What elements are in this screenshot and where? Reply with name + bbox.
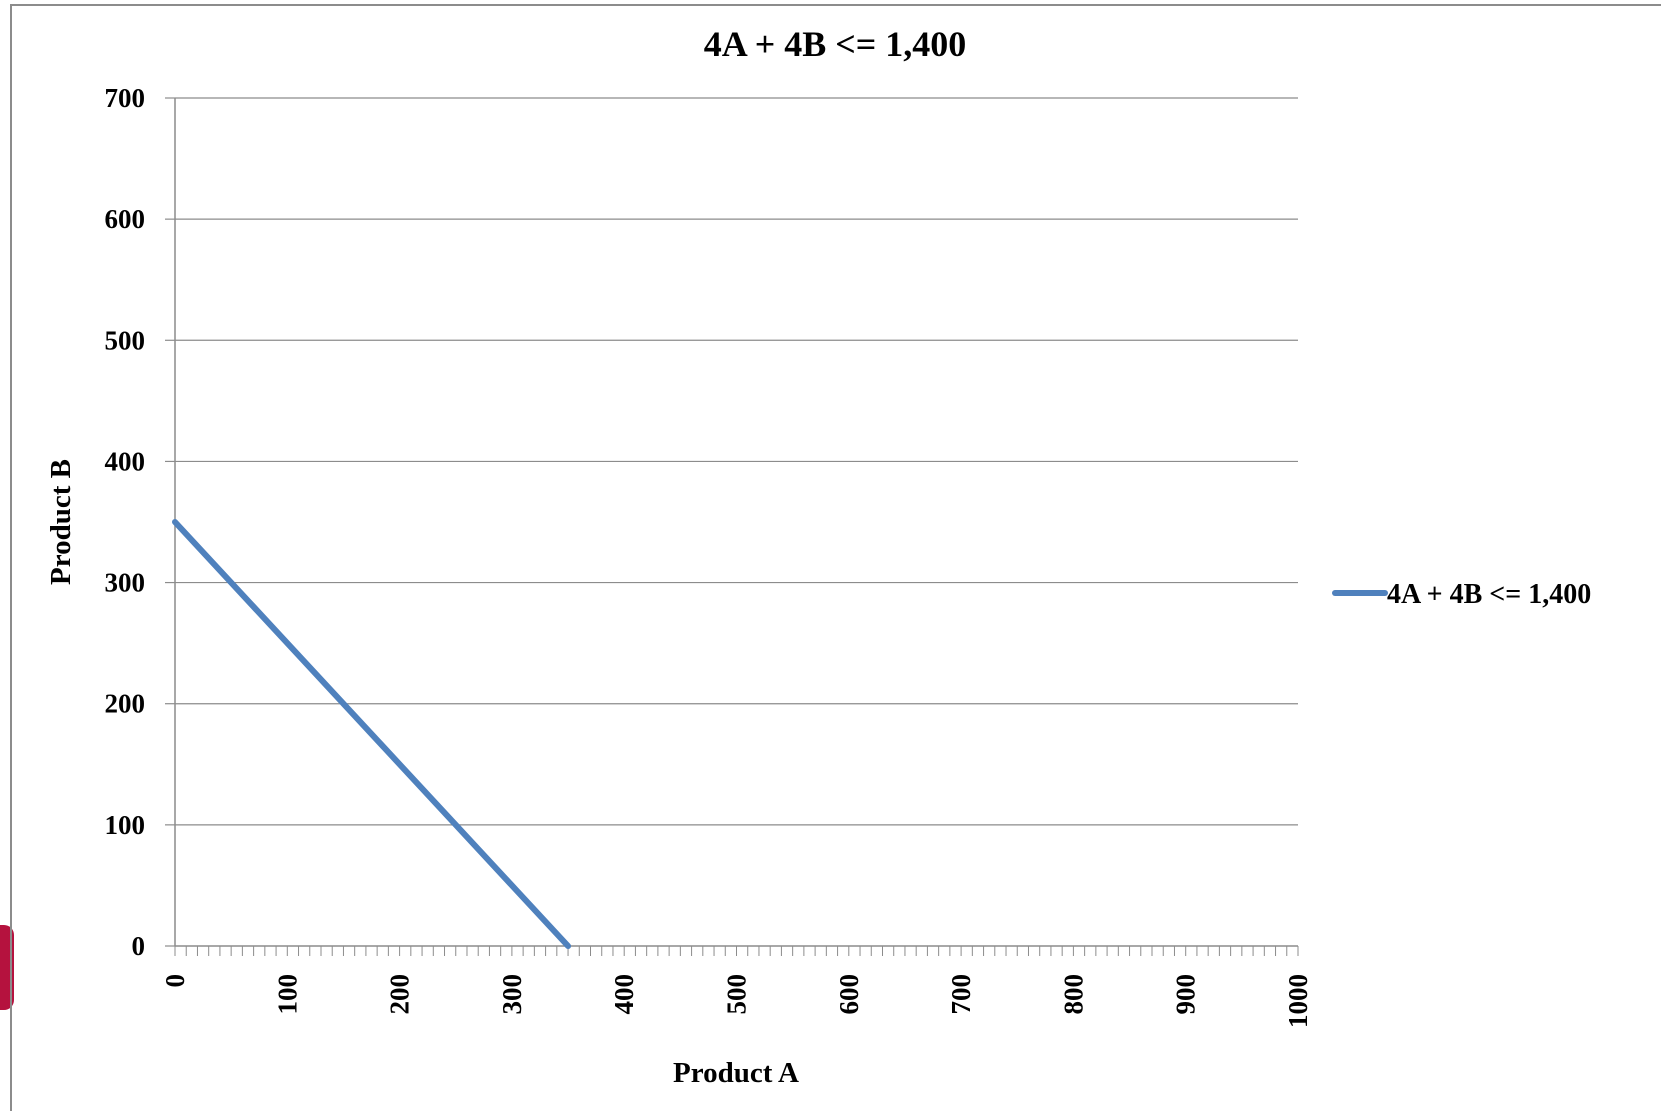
- series-layer: [172, 519, 572, 949]
- y-tick-label-400: 400: [105, 446, 146, 476]
- x-tick-label-700: 700: [946, 974, 976, 1015]
- x-tick-label-600: 600: [834, 974, 864, 1015]
- y-tick-label-300: 300: [105, 568, 146, 598]
- legend: 4A + 4B <= 1,400: [1332, 579, 1591, 610]
- x-tick-label-0: 0: [160, 974, 190, 988]
- chart-border: [10, 4, 1661, 1111]
- axes: 0 100 200 300 400 500 600 700 0 100 200 300 400 500 60…: [105, 83, 1314, 1028]
- y-tick-label-200: 200: [105, 689, 146, 719]
- y-tick-label-100: 100: [105, 810, 146, 840]
- gridlines: [175, 97, 1298, 826]
- y-tick-label-700: 700: [105, 83, 146, 113]
- x-tick-label-900: 900: [1171, 974, 1201, 1015]
- chart-title: 4A + 4B <= 1,400: [704, 24, 967, 64]
- y-tick-label-600: 600: [105, 204, 146, 234]
- x-tick-label-1000: 1000: [1283, 974, 1313, 1028]
- x-tick-label-500: 500: [722, 974, 752, 1015]
- y-tick-label-500: 500: [105, 325, 146, 355]
- x-tick-label-200: 200: [385, 974, 415, 1015]
- x-tick-label-100: 100: [272, 974, 302, 1015]
- y-tick-label-0: 0: [132, 931, 146, 961]
- x-tick-label-800: 800: [1058, 974, 1088, 1015]
- legend-label: 4A + 4B <= 1,400: [1387, 579, 1591, 610]
- y-axis-label: Product B: [45, 459, 77, 585]
- series-line-0: [172, 519, 572, 949]
- x-axis-label: Product A: [673, 1057, 799, 1089]
- x-tick-label-300: 300: [497, 974, 527, 1015]
- x-tick-label-400: 400: [609, 974, 639, 1015]
